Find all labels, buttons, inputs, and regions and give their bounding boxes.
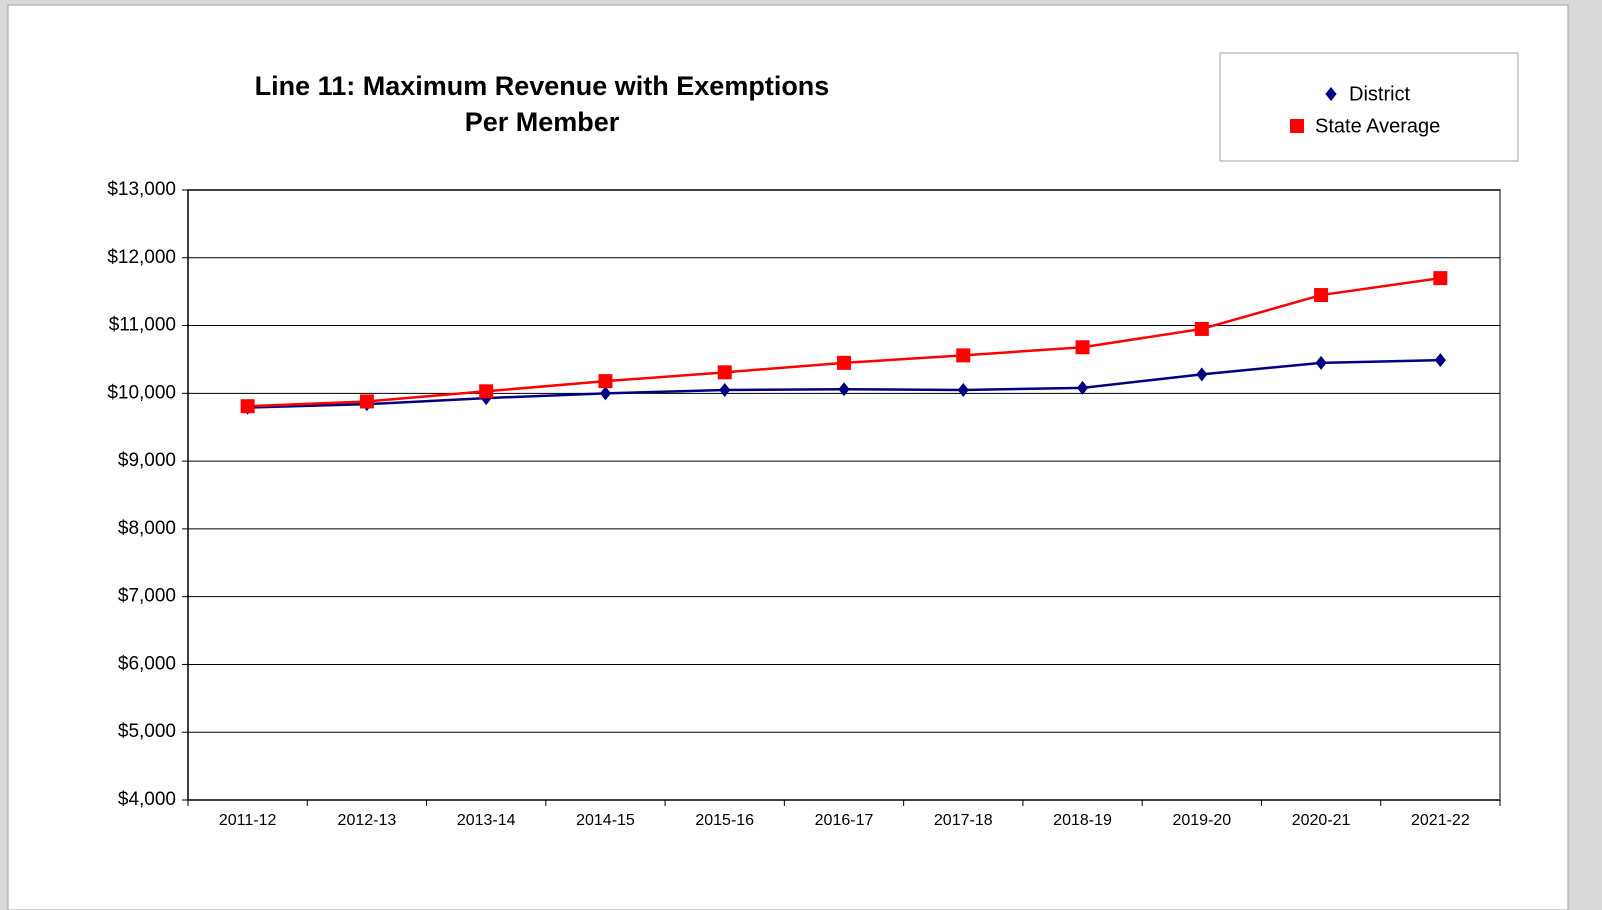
marker (1325, 87, 1337, 101)
marker (240, 399, 255, 414)
legend-box (1219, 52, 1519, 162)
x-tick-label: 2015-16 (695, 812, 754, 829)
x-tick-label: 2013-14 (457, 812, 516, 829)
x-tick-label: 2017-18 (934, 812, 993, 829)
x-tick-label: 2014-15 (576, 812, 635, 829)
marker (838, 382, 850, 397)
y-tick-label: $4,000 (118, 789, 176, 810)
marker (599, 386, 612, 401)
y-tick-label: $10,000 (107, 382, 176, 403)
x-tick-label: 2012-13 (338, 812, 397, 829)
chart-title: Line 11: Maximum Revenue with Exemptions (255, 71, 830, 101)
marker (1196, 367, 1208, 382)
x-tick-label: 2020-21 (1292, 812, 1351, 829)
marker (956, 348, 971, 363)
x-tick-label: 2011-12 (219, 812, 277, 829)
y-tick-label: $13,000 (107, 179, 176, 200)
y-tick-label: $5,000 (118, 721, 176, 742)
y-tick-label: $11,000 (109, 315, 176, 336)
chart-title: Per Member (465, 107, 620, 137)
y-tick-label: $12,000 (107, 247, 176, 268)
marker (957, 382, 969, 397)
x-tick-label: 2019-20 (1172, 812, 1231, 829)
y-tick-label: $6,000 (118, 653, 176, 674)
y-tick-label: $8,000 (118, 518, 176, 539)
marker (1076, 380, 1089, 395)
marker (1075, 340, 1090, 355)
x-tick-label: 2018-19 (1053, 812, 1112, 829)
marker (598, 374, 613, 389)
legend-label: State Average (1315, 115, 1440, 137)
marker (1290, 119, 1304, 133)
plot-area (187, 189, 1501, 801)
marker (717, 365, 732, 380)
marker (1194, 321, 1209, 336)
x-tick-label: 2021-22 (1411, 812, 1470, 829)
y-tick-label: $7,000 (118, 586, 176, 607)
marker (1314, 288, 1329, 303)
marker (719, 382, 731, 397)
marker (479, 384, 494, 399)
marker (359, 394, 374, 409)
marker (1315, 355, 1327, 370)
marker (837, 355, 851, 370)
x-tick-label: 2016-17 (815, 812, 874, 829)
marker (1433, 271, 1448, 286)
y-tick-label: $9,000 (118, 450, 176, 471)
marker (1434, 353, 1446, 368)
legend-label: District (1349, 83, 1411, 105)
